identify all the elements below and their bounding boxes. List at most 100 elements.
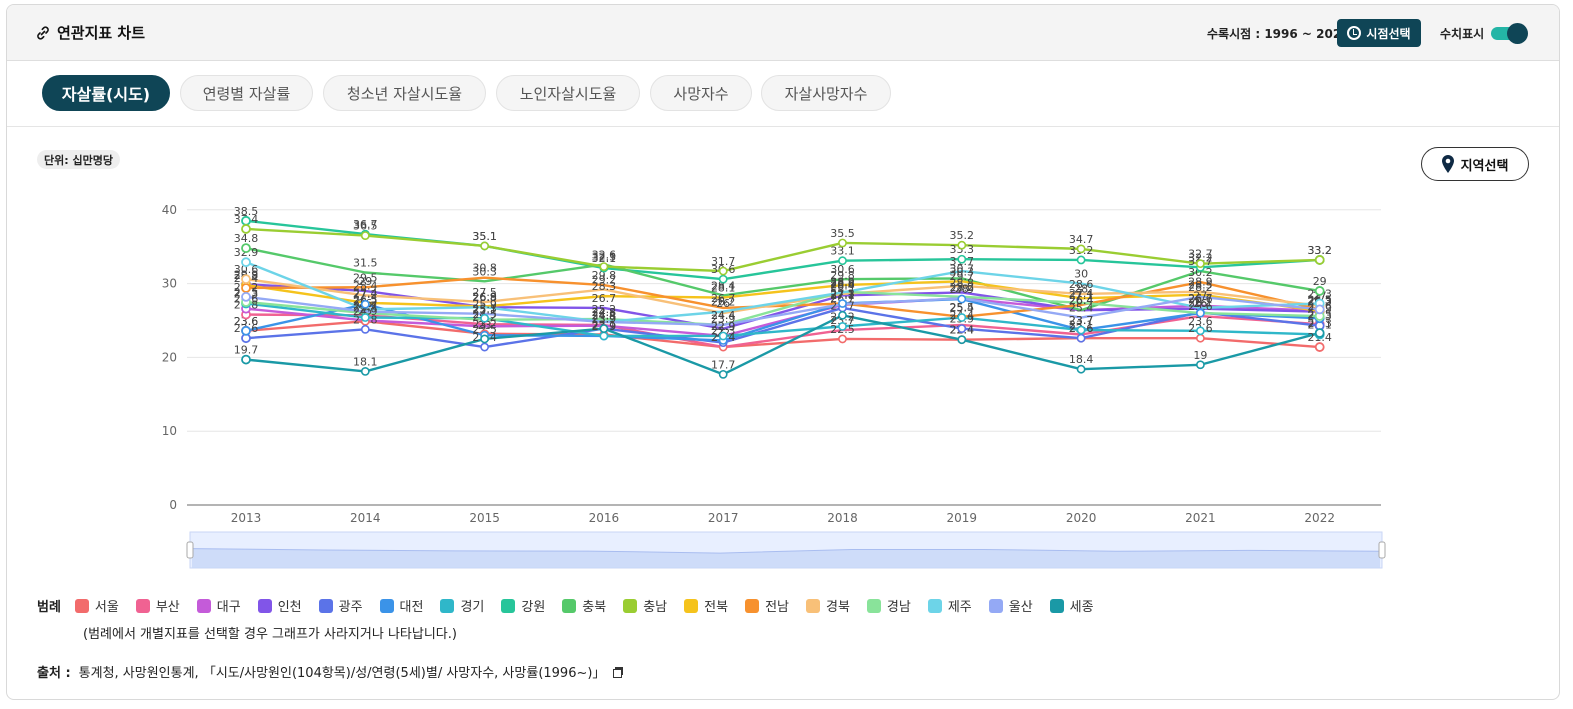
legend-swatch	[501, 598, 516, 613]
data-label: 18.1	[353, 355, 378, 368]
map-pin-icon	[1441, 155, 1454, 173]
legend-item[interactable]: 전북	[684, 596, 728, 615]
legend-item[interactable]: 세종	[1049, 596, 1094, 615]
tab-deaths[interactable]: 사망자수	[650, 75, 752, 111]
data-point	[360, 313, 370, 322]
data-label: 27.4	[1069, 287, 1094, 300]
data-label: 28.2	[1188, 281, 1213, 294]
data-label: 27.4	[353, 287, 378, 300]
legend-item[interactable]: 충남	[623, 596, 667, 615]
legend-label: 대전	[399, 600, 424, 615]
panel-header: 연관지표 차트 수록시점 : 1996 ~ 2022 시점선택 수치표시	[7, 5, 1559, 61]
data-label: 22.9	[711, 320, 736, 333]
data-point	[838, 334, 847, 344]
data-label: 25.3	[472, 302, 497, 315]
data-label: 28.9	[830, 276, 855, 289]
legend-item[interactable]: 경남	[866, 596, 911, 615]
data-label: 28.4	[711, 279, 736, 292]
x-tick-label: 2014	[350, 511, 381, 525]
indicator-tabs: 자살률(시도) 연령별 자살률 청소년 자살시도율 노인자살시도율 사망자수 자…	[7, 61, 1559, 127]
data-label: 23.9	[592, 313, 617, 326]
legend-item[interactable]: 서울	[74, 596, 119, 615]
data-point	[718, 369, 728, 379]
data-label: 28.4	[353, 279, 378, 292]
legend-label: 경남	[886, 600, 911, 615]
data-point	[957, 254, 967, 264]
data-label: 24.8	[592, 306, 617, 319]
legend-swatch	[74, 598, 89, 613]
x-tick-label: 2019	[947, 511, 978, 525]
data-label: 28.2	[950, 281, 975, 294]
data-label: 33.2	[1307, 244, 1332, 257]
data-label: 23.9	[592, 313, 617, 326]
legend-item[interactable]: 울산	[988, 596, 1033, 615]
data-point	[718, 331, 728, 341]
legend-label: 인천	[277, 600, 302, 615]
legend-item[interactable]: 제주	[927, 596, 972, 615]
data-label: 26.4	[1069, 294, 1094, 307]
range-handle-right[interactable]	[1378, 541, 1386, 559]
legend-item[interactable]: 광주	[318, 596, 363, 615]
source-text: 통계청, 사망원인통계, 「시도/사망원인(104항목)/성/연령(5세)별/ …	[78, 666, 606, 681]
data-point	[1314, 255, 1325, 265]
data-label: 22.3	[711, 324, 736, 337]
data-label: 32.6	[592, 248, 617, 261]
line-chart: 0 10 20 30 40 2013 2014 2015 2016 2017 2018 2019 202…	[162, 203, 1386, 569]
legend-item[interactable]: 부산	[135, 596, 180, 615]
value-display-toggle[interactable]	[1491, 23, 1529, 44]
legend-item[interactable]: 충북	[562, 596, 606, 615]
data-label: 27.1	[830, 289, 855, 302]
tab-elderly-suicide-attempt[interactable]: 노인자살시도율	[496, 75, 640, 111]
tab-youth-suicide-attempt[interactable]: 청소년 자살시도율	[323, 75, 486, 111]
legend-swatch	[562, 598, 577, 613]
legend-item[interactable]: 경기	[440, 596, 484, 615]
data-label: 28.4	[830, 279, 855, 292]
y-tick-label: 20	[162, 350, 177, 364]
data-label: 28.6	[1069, 278, 1094, 291]
data-label: 28.5	[1188, 279, 1213, 292]
tab-suicide-rate-region[interactable]: 자살률(시도)	[42, 75, 170, 111]
series-line-7	[245, 219, 1320, 281]
data-label: 31.7	[711, 255, 736, 268]
series-line-8	[245, 246, 1320, 312]
legend-item[interactable]: 강원	[501, 596, 545, 615]
data-point	[718, 274, 728, 284]
data-label: 30.3	[950, 265, 975, 278]
legend-item[interactable]: 전남	[745, 596, 789, 615]
data-label: 28.3	[592, 280, 617, 293]
clock-icon	[1347, 26, 1362, 40]
period-select-label: 시점선택	[1366, 26, 1411, 41]
data-label: 30.7	[950, 262, 975, 275]
legend-swatch	[135, 598, 150, 613]
legend-swatch	[379, 598, 394, 613]
data-label: 38.5	[234, 205, 259, 218]
legend-items: 서울 부산 대구 인천 광주 대전 경기 강원 충북 충남 전북 전남 경북 경남 제주 울산 세종	[74, 596, 1111, 615]
data-point	[360, 324, 370, 334]
legend-item[interactable]: 경북	[805, 596, 850, 615]
series-line-9	[245, 227, 1320, 273]
legend-item[interactable]: 대전	[379, 596, 424, 615]
data-label: 29	[358, 275, 372, 288]
legend-item[interactable]: 인천	[257, 596, 302, 615]
data-label: 26.9	[472, 290, 497, 303]
legend: 범례 서울 부산 대구 인천 광주 대전 경기 강원 충북 충남 전북 전남 경북 경남 제주 울산 세종	[37, 596, 1111, 615]
legend-label: 제주	[947, 600, 972, 615]
data-label: 32.7	[1188, 248, 1213, 261]
data-label: 25.1	[472, 304, 497, 317]
range-handle-left[interactable]	[186, 541, 194, 559]
series-line-15	[245, 295, 1320, 327]
data-label: 26.8	[472, 291, 497, 304]
series-line-12	[245, 277, 1320, 315]
copy-icon[interactable]	[613, 666, 624, 678]
tab-suicide-deaths[interactable]: 자살사망자수	[761, 75, 891, 111]
series-line-6	[245, 302, 1320, 338]
period-select-button[interactable]: 시점선택	[1337, 19, 1421, 47]
legend-item[interactable]: 대구	[196, 596, 241, 615]
data-label: 28	[955, 282, 969, 295]
range-slider-line	[191, 548, 1381, 554]
data-point	[241, 283, 251, 293]
unit-badge: 단위: 십만명당	[37, 150, 120, 169]
data-label: 28	[955, 282, 969, 295]
tab-suicide-rate-age[interactable]: 연령별 자살률	[180, 75, 313, 111]
region-select-button[interactable]: 지역선택	[1421, 147, 1529, 181]
